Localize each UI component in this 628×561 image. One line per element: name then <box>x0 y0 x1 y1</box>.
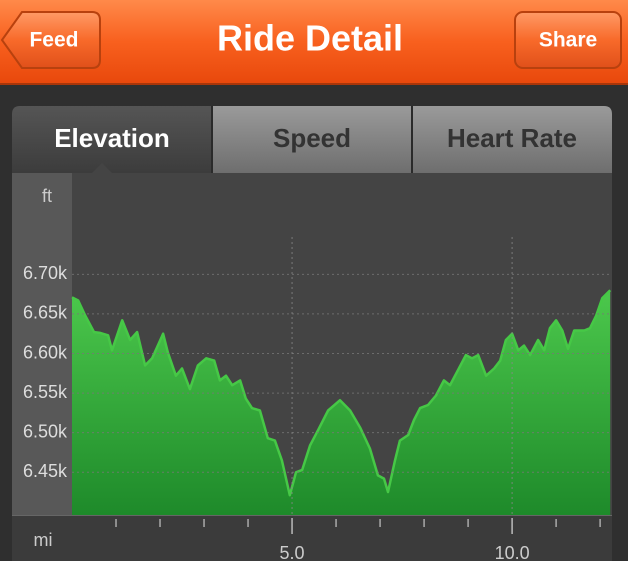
x-axis-label: mi <box>34 530 53 550</box>
share-button-label[interactable]: Share <box>539 29 597 52</box>
elevation-line <box>71 289 612 497</box>
y-axis-label: ft <box>42 186 52 206</box>
tab-label[interactable]: Heart Rate <box>447 123 577 153</box>
back-button-label[interactable]: Feed <box>29 29 78 52</box>
nav-title: Ride Detail <box>217 18 403 59</box>
tab[interactable] <box>12 106 212 173</box>
y-tick-label: 6.55k <box>23 382 68 402</box>
y-tick-label: 6.60k <box>23 342 68 362</box>
x-tick-label: 10.0 <box>495 543 530 561</box>
tab[interactable] <box>212 106 412 173</box>
tab[interactable] <box>412 106 612 173</box>
back-button[interactable] <box>0 11 101 69</box>
y-tick-label: 6.50k <box>23 421 68 441</box>
y-axis-panel <box>12 173 72 515</box>
tab-pointer <box>92 163 112 173</box>
tab-label[interactable]: Elevation <box>54 123 170 153</box>
y-tick-label: 6.45k <box>23 461 68 481</box>
share-button[interactable] <box>514 11 622 69</box>
y-tick-label: 6.65k <box>23 303 68 323</box>
x-tick-label: 5.0 <box>280 543 305 561</box>
y-tick-label: 6.70k <box>23 263 68 283</box>
tab-label[interactable]: Speed <box>273 123 351 153</box>
